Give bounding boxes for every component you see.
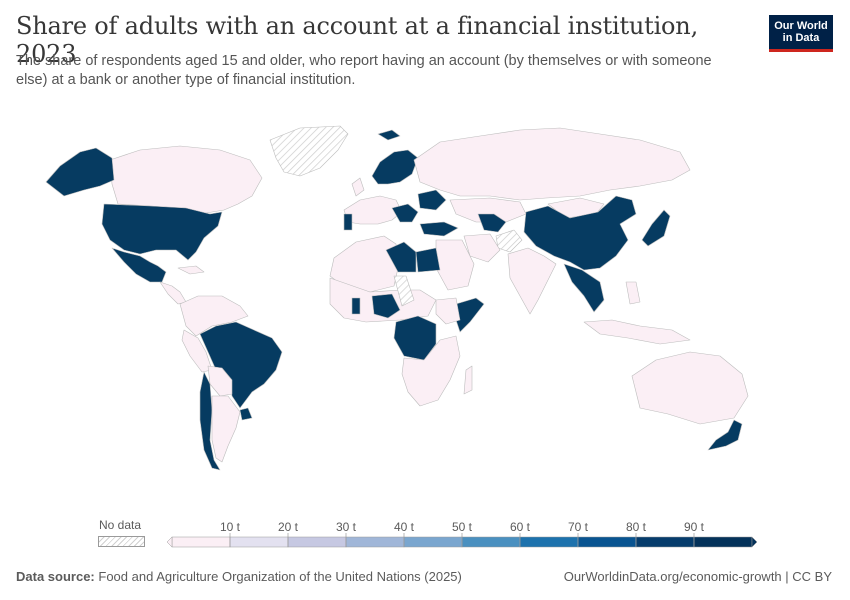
owid-logo[interactable]: Our World in Data xyxy=(769,15,833,52)
data-source: Data source: Food and Agriculture Organi… xyxy=(16,569,462,584)
region-new-zealand[interactable] xyxy=(707,419,743,451)
region-uruguay[interactable] xyxy=(239,407,253,421)
region-southeast-asia[interactable] xyxy=(563,263,605,313)
region-southern-africa[interactable] xyxy=(401,335,461,407)
region-australia[interactable] xyxy=(631,351,749,425)
region-iceland[interactable] xyxy=(377,129,401,141)
region-northern-south-america[interactable] xyxy=(179,295,249,337)
region-alaska[interactable] xyxy=(45,147,115,197)
region-philippines[interactable] xyxy=(625,281,641,305)
region-usa[interactable] xyxy=(101,203,223,261)
legend-swatch-6[interactable] xyxy=(519,536,579,548)
logo-line-1: Our World xyxy=(774,20,828,32)
region-china[interactable] xyxy=(523,195,637,271)
region-central-asia[interactable] xyxy=(477,213,507,233)
region-greenland[interactable] xyxy=(269,125,349,177)
region-caribbean[interactable] xyxy=(177,265,205,275)
region-peru[interactable] xyxy=(181,329,213,373)
region-mali[interactable] xyxy=(393,275,415,307)
legend-swatch-3[interactable] xyxy=(345,536,405,548)
legend-swatch-9[interactable] xyxy=(693,536,753,548)
legend-tick-label-4: 50 t xyxy=(452,520,473,534)
region-turkey[interactable] xyxy=(419,221,459,237)
region-brazil[interactable] xyxy=(199,321,283,409)
region-balkans[interactable] xyxy=(391,203,419,223)
region-kazakhstan[interactable] xyxy=(449,197,527,223)
chart-subtitle: The share of respondents aged 15 and old… xyxy=(16,53,712,88)
legend-no-data-label: No data xyxy=(99,518,142,532)
region-chile[interactable] xyxy=(199,371,221,471)
region-madagascar[interactable] xyxy=(463,365,473,395)
region-canada[interactable] xyxy=(109,145,263,215)
region-indonesia[interactable] xyxy=(583,319,691,345)
region-uk[interactable] xyxy=(351,177,365,197)
legend-tick-label-5: 60 t xyxy=(510,520,531,534)
legend-no-data-swatch[interactable] xyxy=(98,536,145,547)
legend-swatch-0[interactable] xyxy=(171,536,231,548)
legend-tick-label-7: 80 t xyxy=(626,520,647,534)
region-india[interactable] xyxy=(507,247,557,315)
region-argentina[interactable] xyxy=(211,395,241,463)
region-egypt[interactable] xyxy=(415,247,441,273)
legend-tick-label-8: 90 t xyxy=(684,520,705,534)
region-iberia[interactable] xyxy=(343,213,353,231)
legend-tick-label-0: 10 t xyxy=(220,520,241,534)
region-scandinavia[interactable] xyxy=(371,149,419,185)
region-central-america[interactable] xyxy=(159,281,187,305)
source-url[interactable]: OurWorldinData.org/economic-growth | CC … xyxy=(563,569,832,584)
region-ukraine[interactable] xyxy=(417,189,447,211)
world-map[interactable] xyxy=(0,118,850,498)
legend-swatch-7[interactable] xyxy=(577,536,637,548)
legend-swatch-5[interactable] xyxy=(461,536,521,548)
region-libya[interactable] xyxy=(385,241,417,273)
region-japan[interactable] xyxy=(641,209,671,247)
chart-title: Share of adults with an account at a fin… xyxy=(16,12,698,68)
region-russia[interactable] xyxy=(413,127,691,201)
data-source-label: Data source: xyxy=(16,569,95,584)
data-source-text: Food and Agriculture Organization of the… xyxy=(98,569,462,584)
legend-tick-label-2: 30 t xyxy=(336,520,357,534)
legend-arrow-left xyxy=(166,536,173,548)
region-iran[interactable] xyxy=(463,233,501,263)
legend-swatch-4[interactable] xyxy=(403,536,463,548)
legend-tick-label-1: 20 t xyxy=(278,520,299,534)
region-afghanistan[interactable] xyxy=(495,229,523,253)
legend-swatch-8[interactable] xyxy=(635,536,695,548)
region-horn-of-africa[interactable] xyxy=(455,297,485,333)
region-drc[interactable] xyxy=(393,315,437,361)
region-ethiopia[interactable] xyxy=(435,297,461,325)
legend-tick-label-3: 40 t xyxy=(394,520,415,534)
legend-tick-label-6: 70 t xyxy=(568,520,589,534)
legend-color-scale[interactable]: 10 t 20 t 30 t 40 t 50 t 60 t 70 t 80 t 90 t xyxy=(166,516,766,556)
region-nigeria[interactable] xyxy=(371,293,401,319)
legend-swatch-2[interactable] xyxy=(287,536,347,548)
region-mexico[interactable] xyxy=(111,247,167,283)
region-senegal[interactable] xyxy=(351,297,361,315)
logo-line-2: in Data xyxy=(782,32,820,44)
legend-swatch-1[interactable] xyxy=(229,536,289,548)
legend-arrow-right xyxy=(751,536,758,548)
